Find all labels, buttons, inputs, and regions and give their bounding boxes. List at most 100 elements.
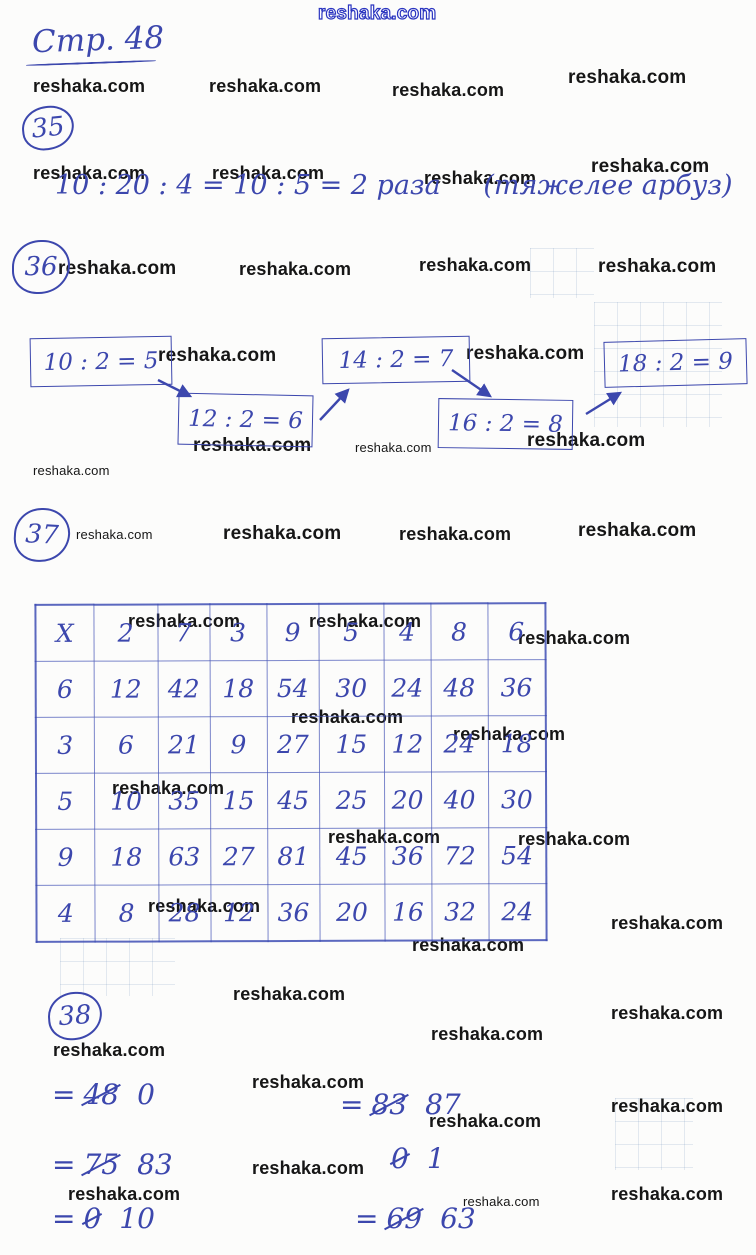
table-cell: 36	[384, 828, 432, 885]
table-cell: 28	[158, 884, 211, 942]
exercise-35-badge: 35	[19, 103, 77, 153]
watermark-text: reshaka.com	[309, 611, 422, 631]
watermark-text: reshaka.com	[598, 256, 717, 277]
table-cell: 45	[267, 772, 320, 829]
corrected-value: 87	[425, 1088, 461, 1121]
table-cell: 27	[210, 828, 268, 885]
table-row: 4 8 28 12 36 20 16 32 24	[36, 883, 547, 942]
crossed-out-value: 75	[83, 1148, 120, 1181]
table-cell: 18	[209, 660, 267, 717]
table-cell: 20	[319, 884, 385, 941]
watermark-text: reshaka.com	[399, 524, 512, 544]
table-cell: 30	[318, 660, 384, 717]
table-cell: 25	[318, 772, 385, 829]
corrected-value: 63	[440, 1202, 476, 1235]
table-cell: 9	[266, 603, 319, 661]
watermark-text: reshaka.com	[33, 463, 110, 478]
table-cell: 6	[35, 661, 94, 718]
watermark-text: reshaka.com	[518, 829, 631, 849]
crossed-out-value: 0	[391, 1142, 409, 1175]
table-cell: 8	[430, 603, 488, 661]
watermark-text: reshaka.com	[591, 156, 710, 177]
watermark-text: reshaka.com	[392, 80, 505, 100]
table-cell: 8	[94, 884, 159, 942]
table-row: 9 18 63 27 81 45 36 72 54	[36, 827, 547, 886]
equals-sign: =	[355, 1202, 379, 1235]
table-cell: 3	[209, 604, 267, 661]
equals-sign: =	[340, 1088, 364, 1121]
table-cell: 18	[94, 828, 159, 886]
watermark-text: reshaka.com	[466, 343, 585, 364]
watermark-text: reshaka.com	[518, 628, 631, 648]
watermark-text: reshaka.com	[233, 984, 346, 1004]
crossed-out-value: 83	[371, 1088, 408, 1121]
table-cell: 4	[36, 885, 95, 942]
watermark-text: reshaka.com	[463, 1194, 540, 1209]
corrected-value: 0	[137, 1078, 155, 1111]
paper-grid-patch	[530, 248, 594, 298]
watermark-text: reshaka.com	[611, 913, 724, 933]
watermark-text: reshaka.com	[611, 1003, 724, 1023]
table-cell: 54	[488, 827, 547, 884]
watermark-text: reshaka.com	[578, 520, 697, 541]
equals-sign: =	[52, 1202, 76, 1235]
table-cell: 36	[487, 659, 546, 716]
watermark-text: reshaka.com	[291, 707, 404, 727]
table-cell: 9	[36, 829, 95, 886]
table-cell: 48	[430, 659, 488, 717]
watermark-text: reshaka.com	[223, 523, 342, 544]
table-cell: 5	[318, 603, 384, 661]
watermark-text: reshaka.com	[419, 255, 532, 275]
table-cell: 24	[430, 715, 488, 773]
table-cell: 32	[431, 883, 489, 941]
table-row: 6 12 42 18 54 30 24 48 36	[35, 659, 546, 718]
division-box-3: 14 : 2 = 7	[321, 335, 471, 385]
table-cell: 42	[157, 660, 210, 717]
table-cell: 6	[487, 603, 546, 660]
table-cell: 15	[318, 716, 384, 773]
watermark-text: reshaka.com	[252, 1072, 365, 1092]
table-cell: 20	[383, 772, 432, 829]
watermark-text: reshaka.com	[148, 896, 261, 916]
watermark-text: reshaka.com	[193, 435, 312, 456]
watermark-text: reshaka.com	[412, 935, 525, 955]
watermark-text: reshaka.com	[317, 2, 437, 24]
table-cell: 30	[487, 771, 547, 828]
watermark-text: reshaka.com	[33, 76, 146, 96]
paper-grid-patch	[60, 938, 175, 996]
table-cell: 24	[383, 660, 431, 717]
watermark-text: reshaka.com	[58, 258, 177, 279]
table-cell: 4	[383, 603, 431, 661]
watermark-text: reshaka.com	[68, 1184, 181, 1204]
table-cell: 16	[384, 884, 432, 941]
equals-sign: =	[52, 1148, 76, 1181]
crossed-out-value: 69	[386, 1202, 423, 1235]
watermark-text: reshaka.com	[568, 67, 687, 88]
watermark-text: reshaka.com	[527, 430, 646, 451]
page-title: Стр. 48	[31, 19, 165, 61]
table-cell: 21	[157, 716, 211, 773]
corrected-value: 83	[137, 1148, 173, 1181]
crossed-out-value: 0	[83, 1202, 102, 1235]
equals-sign: =	[52, 1078, 76, 1111]
table-cell: 24	[488, 883, 547, 941]
solution-35-text: 10 : 20 : 4 = 10 : 5 = 2 раза	[55, 170, 441, 201]
correction-equation-6: = 69 63	[355, 1202, 476, 1235]
table-cell: 45	[319, 828, 385, 885]
exercise-38-badge: 38	[46, 990, 104, 1042]
watermark-text: reshaka.com	[112, 778, 225, 798]
watermark-text: reshaka.com	[239, 259, 352, 279]
table-cell: 12	[383, 716, 431, 773]
correction-equation-3: = 75 83	[52, 1148, 173, 1181]
table-cell: 63	[158, 828, 211, 885]
watermark-text: reshaka.com	[453, 724, 566, 744]
table-cell: 7	[157, 604, 210, 661]
watermark-text: reshaka.com	[429, 1111, 542, 1131]
table-cell: 9	[209, 716, 268, 773]
watermark-text: reshaka.com	[328, 827, 441, 847]
table-cell: 2	[93, 604, 158, 662]
watermark-text: reshaka.com	[33, 163, 146, 183]
watermark-text: reshaka.com	[53, 1040, 166, 1060]
